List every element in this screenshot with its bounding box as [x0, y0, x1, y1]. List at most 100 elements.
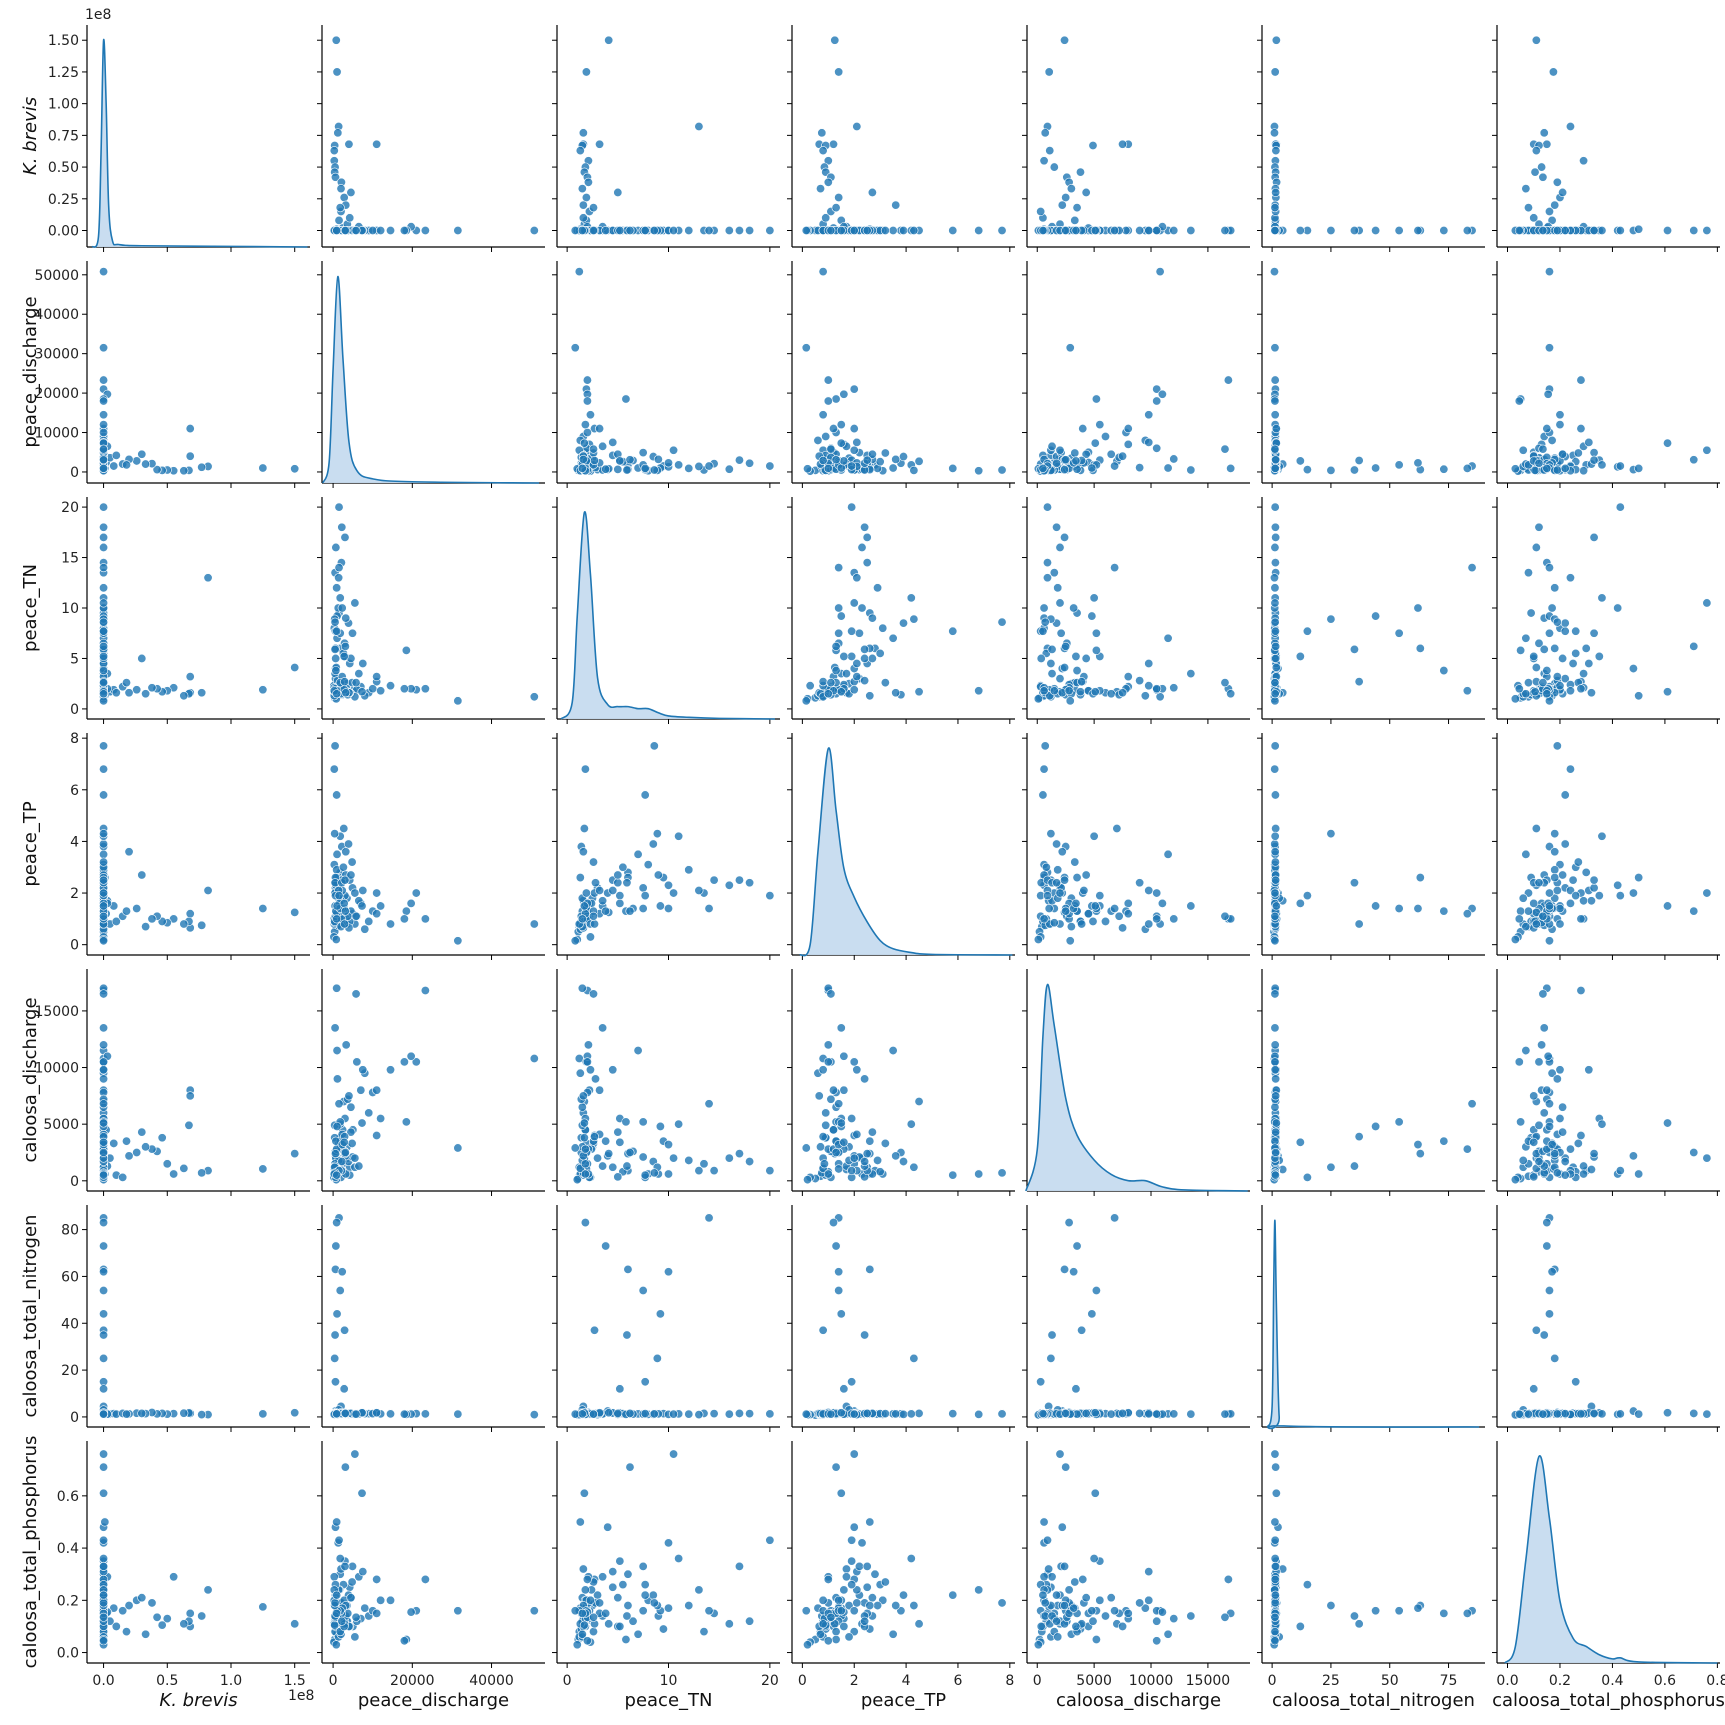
scatter-point: [258, 904, 268, 914]
scatter-point: [386, 1065, 396, 1075]
scatter-point: [580, 1159, 590, 1169]
scatter-point: [572, 1175, 582, 1185]
scatter-point: [898, 618, 908, 628]
scatter-point: [828, 139, 838, 149]
y-tick-label: 1.50: [48, 33, 79, 49]
scatter-point: [844, 1632, 854, 1642]
scatter-point: [331, 1241, 341, 1251]
scatter-point: [582, 1057, 592, 1067]
panel-6-1: 0 20000 40000: [317, 1441, 545, 1689]
scatter-point: [821, 431, 831, 441]
scatter-point: [290, 1408, 300, 1418]
scatter-point: [1634, 691, 1644, 701]
scatter-point: [623, 1569, 633, 1579]
scatter-point: [1226, 463, 1236, 473]
scatter-point: [891, 688, 901, 698]
scatter-point: [290, 907, 300, 917]
scatter-point: [836, 1309, 846, 1319]
scatter-point: [137, 449, 147, 459]
scatter-point: [1271, 1147, 1281, 1157]
scatter-point: [1586, 688, 1596, 698]
scatter-point: [1070, 448, 1080, 458]
scatter-point: [1087, 1606, 1097, 1616]
scatter-point: [1042, 1535, 1052, 1545]
scatter-point: [1118, 1621, 1128, 1631]
scatter-point: [601, 1241, 611, 1251]
scatter-point: [1047, 644, 1057, 654]
scatter-point: [1579, 1169, 1589, 1179]
scatter-point: [147, 683, 157, 693]
scatter-point: [638, 1606, 648, 1616]
scatter-point: [330, 172, 340, 182]
scatter-point: [745, 1409, 755, 1419]
scatter-point: [1061, 226, 1071, 236]
scatter-point: [1349, 1161, 1359, 1171]
scatter-point: [1415, 873, 1425, 883]
scatter-point: [1634, 1169, 1644, 1179]
scatter-point: [1552, 465, 1562, 475]
scatter-point: [684, 1155, 694, 1165]
scatter-point: [169, 1169, 179, 1179]
scatter-point: [860, 653, 870, 663]
scatter-point: [1579, 896, 1589, 906]
panel-4-3: [787, 969, 1015, 1196]
scatter-point: [1038, 1409, 1048, 1419]
scatter-point: [1302, 1172, 1312, 1182]
scatter-point: [640, 1580, 650, 1590]
scatter-point: [865, 1517, 875, 1527]
scatter-point: [137, 1408, 147, 1418]
scatter-point: [643, 860, 653, 870]
scatter-point: [836, 611, 846, 621]
scatter-point: [608, 437, 618, 447]
scatter-point: [805, 681, 815, 691]
scatter-point: [330, 1149, 340, 1159]
scatter-point: [638, 448, 648, 458]
scatter-point: [1394, 460, 1404, 470]
scatter-point: [1544, 901, 1554, 911]
scatter-point: [1538, 1409, 1548, 1419]
scatter-point: [354, 669, 364, 679]
scatter-point: [1095, 891, 1105, 901]
scatter-point: [329, 764, 339, 774]
scatter-point: [1534, 522, 1544, 532]
scatter-point: [847, 502, 857, 512]
scatter-point: [1052, 1616, 1062, 1626]
scatter-point: [1110, 226, 1120, 236]
scatter-point: [1571, 626, 1581, 636]
scatter-point: [1144, 410, 1154, 420]
scatter-point: [1041, 862, 1051, 872]
scatter-point: [122, 1136, 132, 1146]
scatter-point: [821, 1120, 831, 1130]
scatter-point: [847, 651, 857, 661]
scatter-point: [99, 875, 109, 885]
scatter-point: [1065, 343, 1075, 353]
scatter-point: [1462, 909, 1472, 919]
scatter-point: [203, 1585, 213, 1595]
y-tick-label: 0.50: [48, 160, 79, 176]
scatter-point: [141, 459, 151, 469]
scatter-point: [1589, 226, 1599, 236]
scatter-point: [699, 1627, 709, 1637]
scatter-point: [99, 267, 109, 277]
scatter-point: [1270, 583, 1280, 593]
scatter-point: [1302, 891, 1312, 901]
scatter-point: [357, 1488, 367, 1498]
scatter-point: [1326, 1162, 1336, 1172]
scatter-point: [601, 464, 611, 474]
scatter-point: [854, 628, 864, 638]
scatter-point: [1061, 1462, 1071, 1472]
y-tick-label: 8: [70, 731, 79, 747]
scatter-point: [816, 1142, 826, 1152]
scatter-point: [839, 1621, 849, 1631]
scatter-point: [1052, 839, 1062, 849]
scatter-point: [1220, 444, 1230, 454]
scatter-point: [1302, 465, 1312, 475]
scatter-point: [588, 444, 598, 454]
scatter-point: [124, 1151, 134, 1161]
scatter-point: [99, 1218, 109, 1228]
scatter-point: [1552, 177, 1562, 187]
scatter-point: [1039, 1572, 1049, 1582]
scatter-point: [1539, 1023, 1549, 1033]
scatter-point: [1057, 847, 1067, 857]
scatter-point: [1049, 686, 1059, 696]
